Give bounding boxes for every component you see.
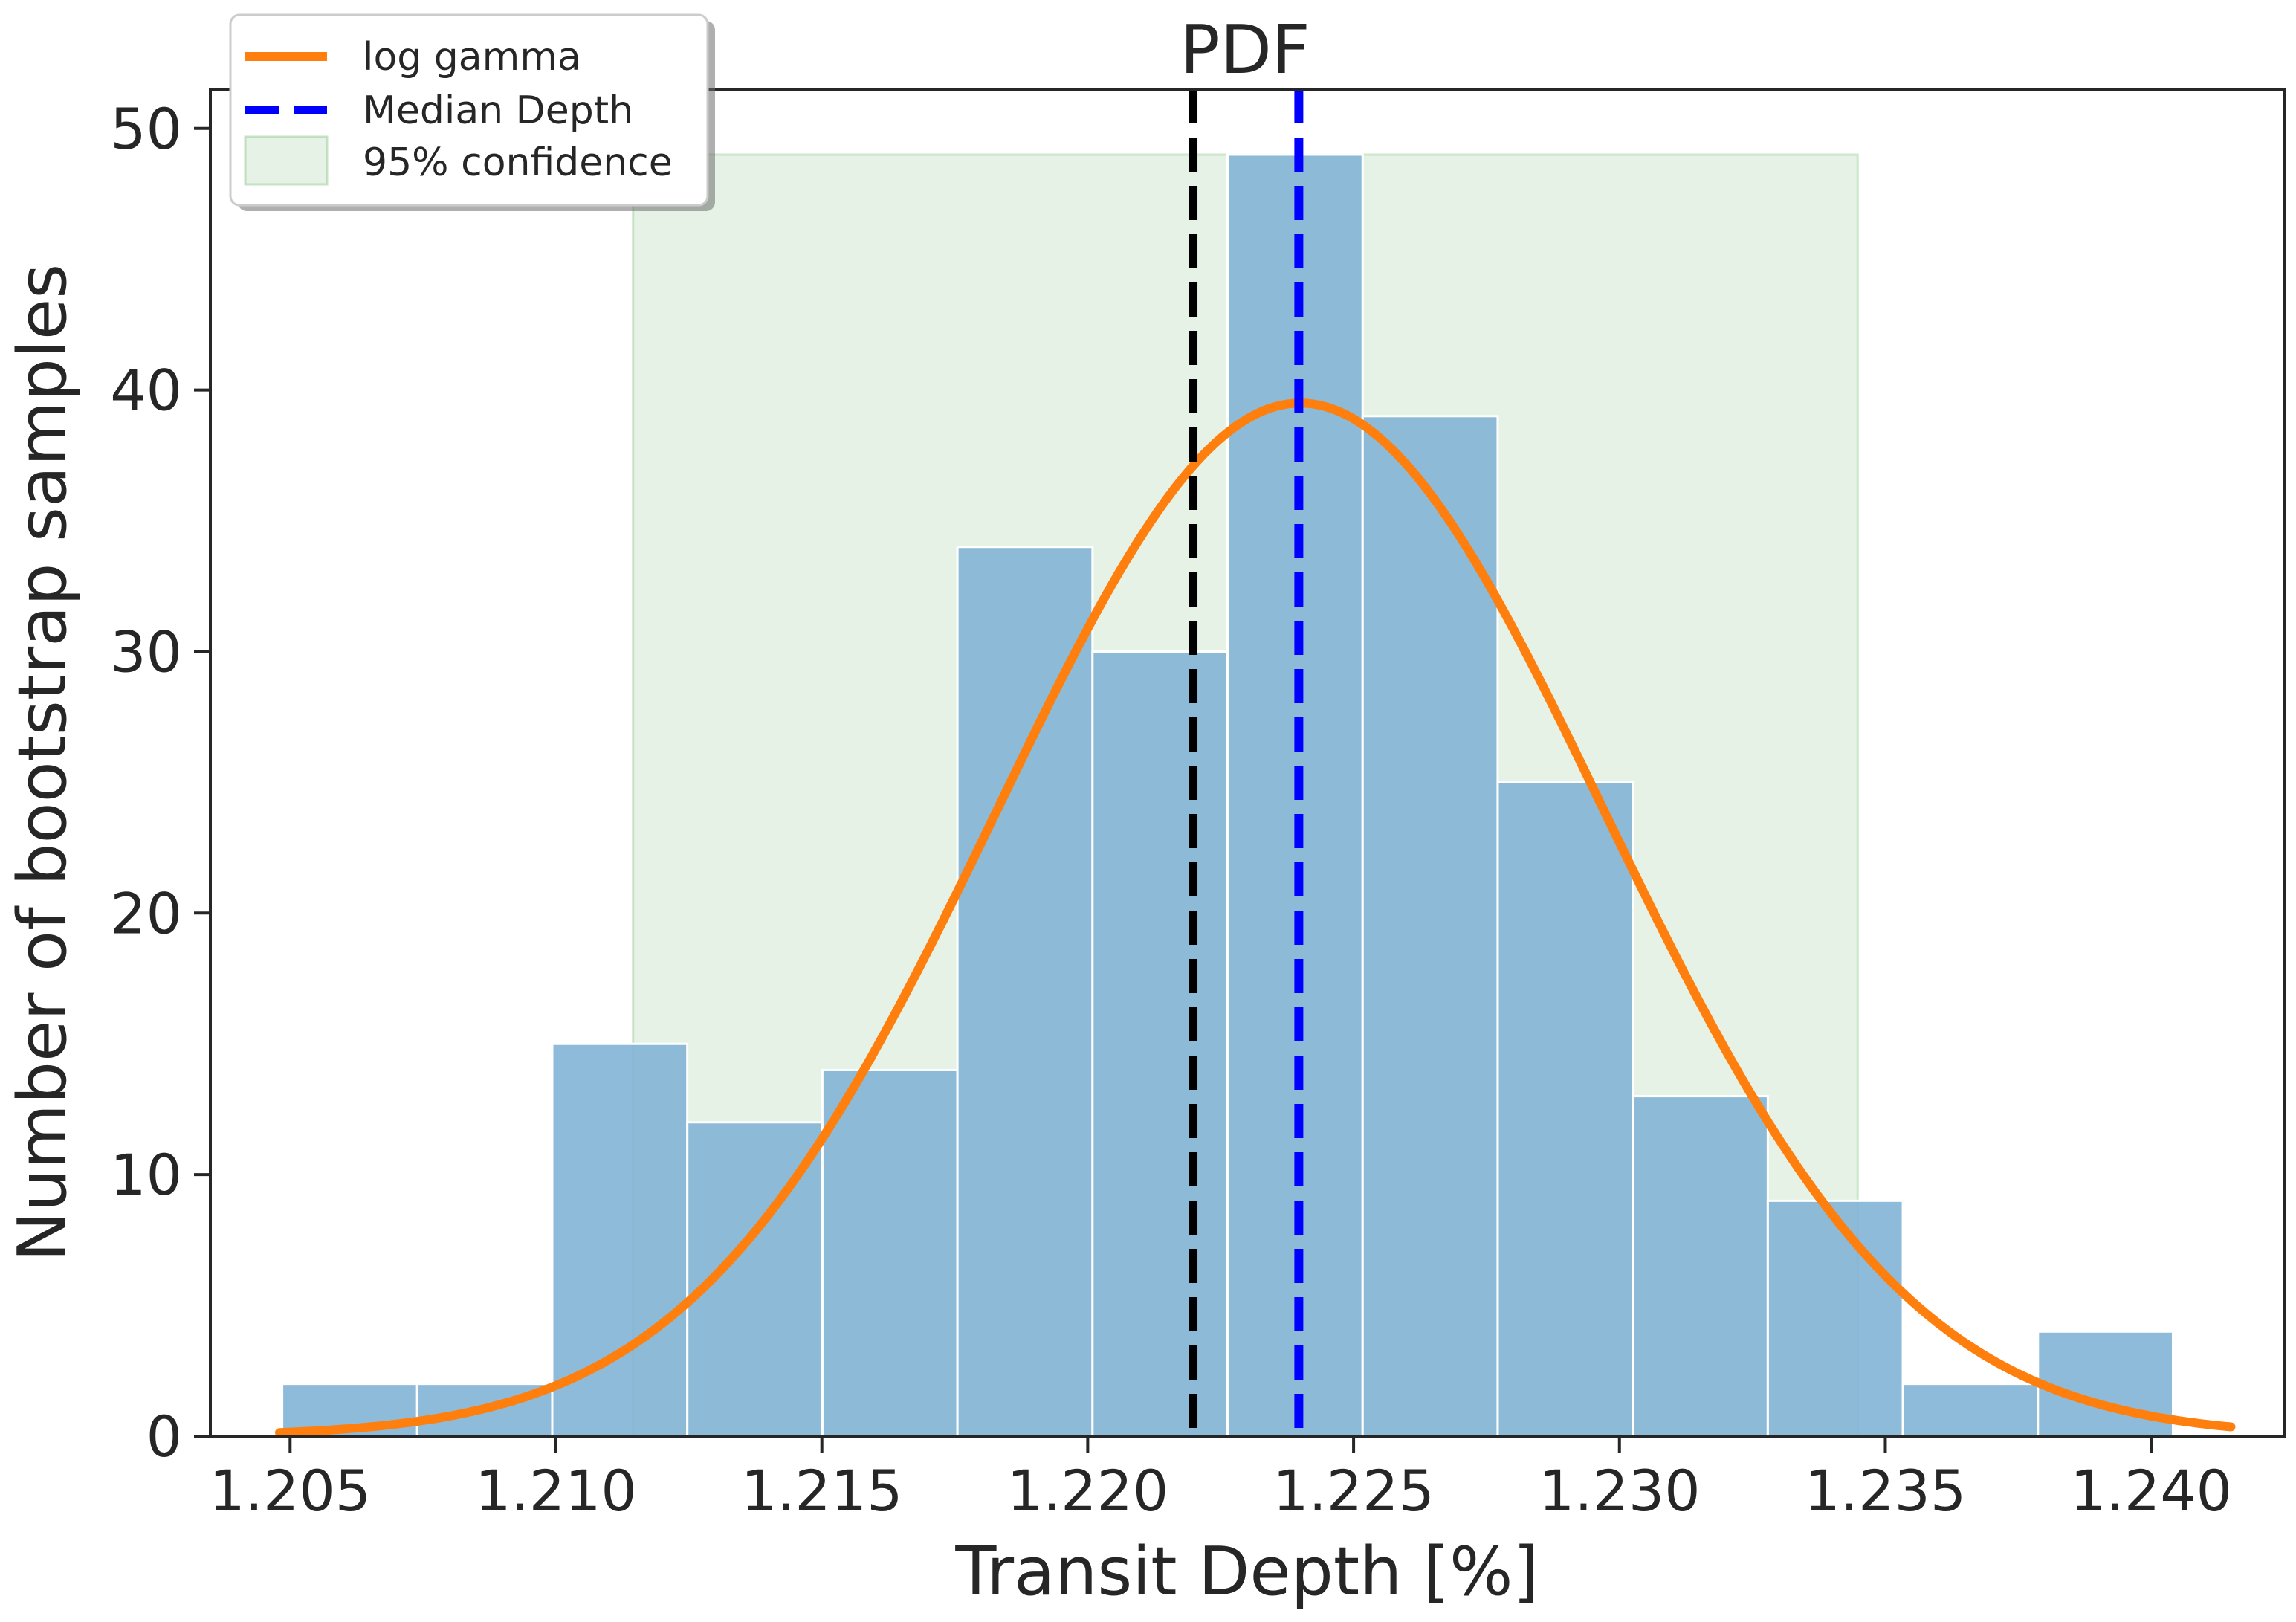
x-tick-label: 1.240 bbox=[2070, 1458, 2232, 1524]
legend-swatch-confidence bbox=[244, 135, 329, 186]
x-tick-label: 1.230 bbox=[1539, 1458, 1701, 1524]
histogram-bar bbox=[1901, 1383, 2040, 1438]
y-tick-label: 0 bbox=[146, 1403, 182, 1470]
histogram-bar bbox=[1496, 781, 1634, 1438]
histogram-bars bbox=[281, 153, 2174, 1438]
histogram-bar bbox=[1091, 650, 1229, 1438]
histogram-bar bbox=[821, 1068, 959, 1438]
x-axis-ticks: 1.205 1.210 1.215 1.220 1.225 1.230 1.235 1.240 bbox=[210, 1436, 2232, 1524]
fit-curve bbox=[275, 398, 2236, 1438]
x-tick-label: 1.225 bbox=[1272, 1458, 1435, 1524]
y-tick-label: 40 bbox=[110, 358, 182, 424]
x-axis-label: Transit Depth [%] bbox=[954, 1533, 1539, 1611]
x-tick-label: 1.215 bbox=[741, 1458, 903, 1524]
vertical-lines-layer bbox=[1189, 89, 1304, 1436]
y-axis-ticks: 0 10 20 30 40 50 bbox=[110, 96, 210, 1470]
histogram-bar bbox=[1766, 1199, 1904, 1438]
y-tick-label: 20 bbox=[110, 880, 182, 946]
chart-title: PDF bbox=[1180, 11, 1310, 89]
x-tick-label: 1.210 bbox=[475, 1458, 637, 1524]
legend-label: Median Depth bbox=[363, 88, 633, 133]
y-tick-label: 10 bbox=[110, 1142, 182, 1208]
y-tick-label: 30 bbox=[110, 618, 182, 685]
plot-frame bbox=[209, 88, 2286, 1438]
y-axis-label: Number of bootstrap samples bbox=[4, 264, 82, 1261]
legend-label: 95% confidence bbox=[363, 140, 673, 185]
histogram-bar bbox=[956, 546, 1094, 1438]
x-tick-label: 1.235 bbox=[1805, 1458, 1967, 1524]
histogram-bar bbox=[1361, 415, 1499, 1438]
x-tick-label: 1.205 bbox=[210, 1458, 372, 1524]
fit-curve-layer bbox=[275, 398, 2236, 1438]
legend-label: log gamma bbox=[363, 35, 581, 80]
legend: log gamma Median Depth 95% confidence bbox=[229, 13, 715, 211]
legend-box bbox=[229, 13, 709, 207]
y-tick-label: 50 bbox=[110, 96, 182, 162]
histogram-bar bbox=[551, 1042, 689, 1438]
x-tick-label: 1.220 bbox=[1007, 1458, 1169, 1524]
histogram-bar bbox=[1632, 1095, 1769, 1438]
